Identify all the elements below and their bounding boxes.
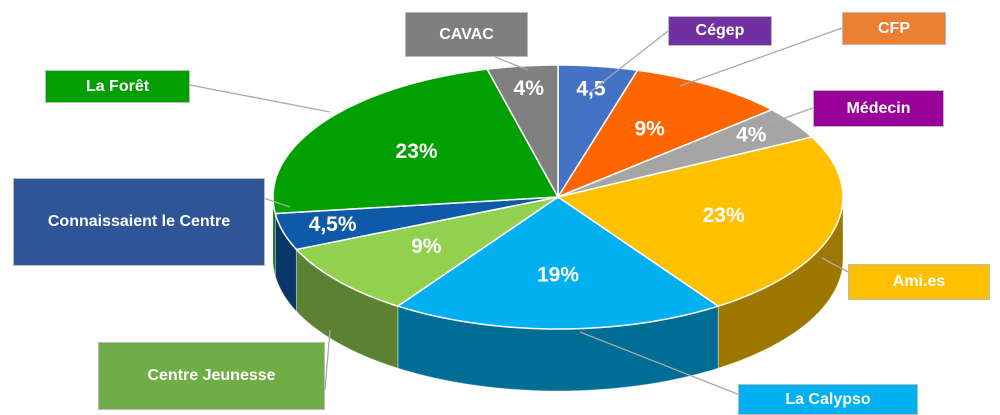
category-label: Connaissaient le Centre — [13, 178, 265, 266]
value-label: 9% — [634, 118, 665, 141]
value-label: 4,5 — [576, 77, 606, 100]
leader-line — [189, 84, 331, 113]
value-label: 23% — [703, 204, 745, 227]
slice — [272, 68, 560, 215]
value-label: 19% — [537, 264, 579, 287]
value-label: 4% — [736, 124, 767, 147]
slice — [396, 196, 720, 330]
category-label: Cégep — [668, 16, 772, 46]
leader-line — [579, 331, 741, 396]
leader-line — [324, 329, 331, 391]
value-label: 9% — [411, 235, 442, 258]
category-label: La Forêt — [45, 70, 190, 103]
category-label: Ami.es — [848, 264, 990, 300]
category-label: CFP — [842, 12, 946, 45]
slice — [556, 69, 774, 199]
slice — [557, 108, 814, 198]
leader-line — [679, 27, 843, 87]
category-label: Centre Jeunesse — [98, 342, 325, 410]
leader-line — [821, 257, 849, 273]
slice — [556, 136, 844, 308]
value-label: 23% — [396, 140, 438, 163]
category-label: Médecin — [813, 90, 944, 127]
slice — [485, 64, 559, 200]
category-label: CAVAC — [405, 12, 528, 57]
leader-line — [494, 56, 529, 71]
value-label: 4,5% — [309, 213, 357, 236]
leader-line — [589, 30, 669, 93]
value-label: 4% — [514, 77, 545, 100]
category-label: La Calypso — [738, 384, 918, 415]
leader-line — [761, 107, 814, 127]
slice — [294, 196, 559, 308]
